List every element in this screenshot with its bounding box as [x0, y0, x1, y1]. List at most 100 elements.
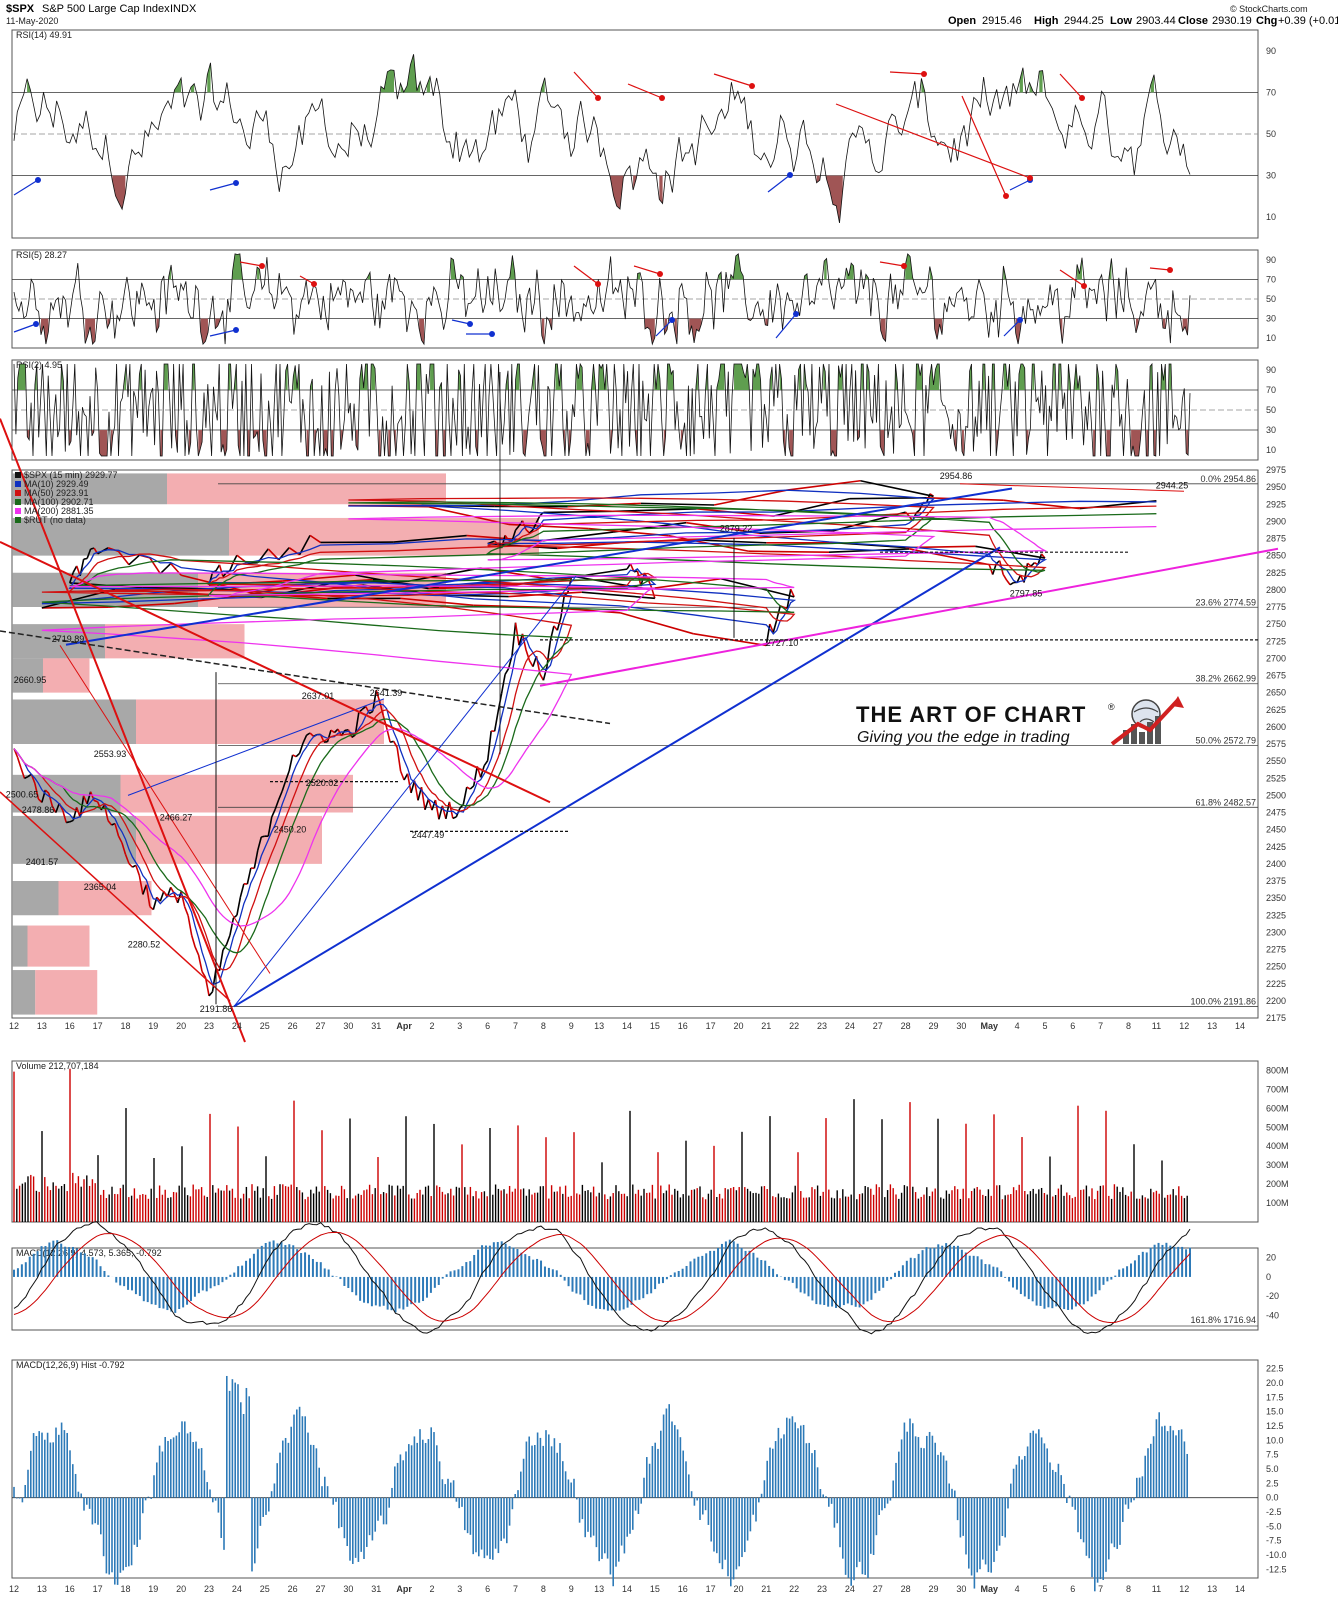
legend-item: MA(200) 2881.35	[24, 506, 94, 516]
x-tick-label: 29	[928, 1021, 938, 1031]
x-tick-label: 8	[1126, 1021, 1131, 1031]
fib-label: 0.0% 2954.86	[1200, 474, 1256, 484]
price-bar	[20, 767, 26, 779]
price-bar	[490, 540, 495, 544]
x-tick-label: May	[980, 1021, 998, 1031]
x-tick-label: 15	[650, 1021, 660, 1031]
price-bar	[748, 550, 830, 553]
price-bar	[368, 710, 374, 715]
rsi-zone-fill	[798, 364, 801, 390]
arrow-icon	[787, 172, 793, 178]
price-bar	[399, 770, 405, 781]
x-tick-label: 9	[569, 1021, 574, 1031]
x-tick-label: 21	[761, 1021, 771, 1031]
price-bar	[271, 808, 276, 818]
chart-symbol: $SPX	[6, 3, 35, 15]
x-tick-label: 16	[678, 1584, 688, 1594]
rsi-tick-label: 70	[1266, 87, 1276, 97]
legend-swatch	[15, 517, 21, 523]
x-tick-label: 19	[148, 1021, 158, 1031]
x-tick-label: 7	[1098, 1021, 1103, 1031]
x-tick-label: 24	[232, 1021, 242, 1031]
x-tick-label: 25	[260, 1584, 270, 1594]
price-bar	[295, 752, 301, 758]
price-bar	[428, 505, 509, 526]
x-tick-label: 17	[93, 1021, 103, 1031]
chart-exchange: INDX	[170, 3, 197, 15]
x-tick-label: 12	[9, 1584, 19, 1594]
price-bar	[504, 668, 510, 675]
price-bar	[173, 893, 179, 904]
price-tick-label: 2500	[1266, 790, 1286, 800]
price-bar	[472, 766, 479, 786]
rsi-zone-fill	[770, 366, 773, 390]
rsi-zone-fill	[816, 175, 820, 183]
price-bar	[406, 773, 412, 794]
rsi-zone-fill	[388, 430, 391, 456]
rsi-zone-fill	[156, 318, 159, 332]
hist-tick-label: -12.5	[1266, 1564, 1287, 1574]
price-bar	[326, 729, 332, 743]
price-bar	[393, 534, 467, 543]
price-bar	[246, 867, 252, 885]
price-bar	[473, 604, 547, 609]
hist-tick-label: -2.5	[1266, 1507, 1282, 1517]
price-tick-label: 2175	[1266, 1013, 1286, 1023]
rsi-zone-fill	[830, 430, 837, 456]
legend-swatch	[15, 508, 21, 514]
price-tick-label: 2650	[1266, 688, 1286, 698]
x-tick-label: Apr	[396, 1021, 412, 1031]
price-bar	[713, 489, 788, 506]
logo-tagline: Giving you the edge in trading	[857, 729, 1070, 746]
price-bar	[1009, 581, 1015, 586]
price-bar	[225, 934, 231, 945]
price-annotation: 2727.10	[766, 638, 799, 648]
hist-tick-label: 0.0	[1266, 1493, 1279, 1503]
price-bar	[121, 842, 127, 855]
macd-tick-label: -40	[1266, 1311, 1279, 1321]
price-bar	[772, 619, 778, 633]
rsi-zone-fill	[262, 430, 267, 456]
globe-icon	[1110, 696, 1184, 746]
price-annotation: 2954.86	[940, 471, 973, 481]
rsi-zone-fill	[475, 430, 478, 456]
price-bar	[41, 588, 116, 609]
price-bar	[574, 575, 649, 590]
rsi-zone-fill	[509, 255, 515, 280]
price-bar	[82, 795, 88, 805]
rsi5-panel: RSI(5) 28.27 90 70 50 30 10	[12, 250, 1276, 346]
rsi-zone-fill	[190, 83, 195, 93]
rsi-zone-fill	[644, 318, 655, 345]
price-bar	[860, 479, 934, 498]
x-tick-label: 13	[37, 1584, 47, 1594]
rsi-zone-fill	[380, 69, 394, 93]
x-tick-label: 8	[541, 1021, 546, 1031]
price-bar	[41, 789, 47, 803]
price-bar	[24, 775, 29, 780]
rsi2-panel: RSI(2) 4.95 90 70 50 30 10	[12, 360, 1276, 458]
rsi-zone-fill	[992, 364, 995, 390]
rsi-zone-fill	[17, 364, 26, 390]
price-tick-label: 2525	[1266, 773, 1286, 783]
price-bar	[525, 649, 531, 661]
fib-label: 50.0% 2572.79	[1195, 736, 1256, 746]
x-tick-label: 8	[541, 1584, 546, 1594]
x-tick-label: 22	[789, 1584, 799, 1594]
volume-tick-label: 500M	[1266, 1122, 1289, 1132]
price-bar	[514, 525, 520, 531]
hist-tick-label: 15.0	[1266, 1407, 1284, 1417]
arrow-icon	[33, 321, 39, 327]
price-bar	[281, 780, 287, 792]
rsi-zone-fill	[1186, 430, 1189, 456]
hist-label: MACD(12,26,9) Hist -0.792	[16, 1360, 125, 1370]
volume-profile-pink	[27, 925, 90, 967]
price-tick-label: 2275	[1266, 945, 1286, 955]
x-tick-label: 6	[485, 1584, 490, 1594]
rsi-zone-fill	[238, 430, 241, 456]
rsi-zone-fill	[861, 364, 864, 390]
fib-label: 38.2% 2662.99	[1195, 674, 1256, 684]
arrow-icon	[901, 263, 907, 269]
price-bar	[410, 780, 416, 794]
price-bar	[66, 821, 70, 824]
x-tick-label: 8	[1126, 1584, 1131, 1594]
